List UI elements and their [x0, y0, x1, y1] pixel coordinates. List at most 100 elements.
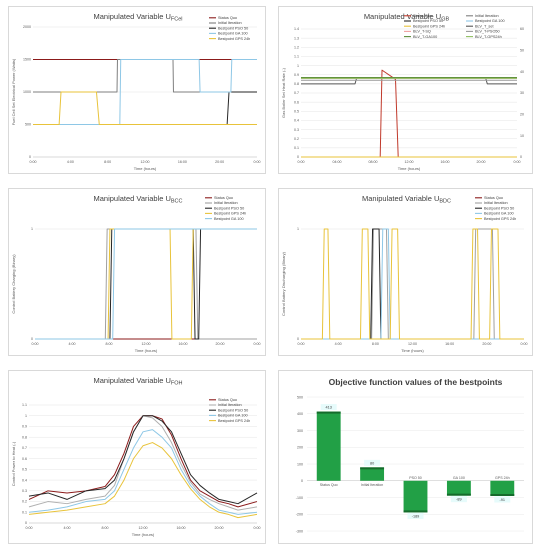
series-line	[35, 228, 257, 340]
x-tick-label: 8:00	[104, 160, 111, 164]
x-axis-label: Time (hours)	[398, 166, 421, 171]
y-tick-label: 0.6	[22, 457, 27, 461]
x-tick-label: 4:00	[69, 342, 76, 346]
x-tick-label: 8:00	[106, 342, 113, 346]
bar-edge	[490, 493, 515, 496]
x-tick-label: 08:00	[369, 160, 378, 164]
x-tick-label: Initial Iteration	[361, 483, 383, 487]
y-tick-label: 0	[297, 337, 299, 341]
y-tick-label: 1000	[23, 90, 31, 94]
legend-label: Initial Iteration	[214, 201, 238, 205]
x-tick-label: 12:00	[408, 342, 417, 346]
series-line	[35, 228, 257, 340]
legend-label: Initial Iteration	[484, 201, 508, 205]
y2-tick-label: 0	[520, 155, 522, 159]
data-label-bg	[364, 459, 381, 466]
y-tick-label: 1.4	[294, 27, 299, 31]
y-tick-label: 300	[297, 429, 303, 433]
x-tick-label: 20:00	[482, 342, 491, 346]
y-tick-label: 0	[29, 155, 31, 159]
y-tick-label: 0.9	[22, 425, 27, 429]
x-axis-label: Time (hours)	[134, 166, 157, 171]
legend-label: BLV_T-SQ	[413, 30, 431, 34]
legend-label: Bestpoint GPS 24h	[218, 419, 250, 423]
y-tick-label: 100	[297, 462, 303, 466]
x-tick-label: 8:00	[372, 342, 379, 346]
chart-title: Manipulated Variable UFOH	[93, 376, 182, 387]
x-tick-label: Status Quo	[320, 483, 338, 487]
legend-label: Initial Iteration	[218, 403, 242, 407]
legend-label: Bestpoint GA 100	[214, 217, 244, 221]
legend-label: BLV_T_set	[475, 24, 494, 28]
y-tick-label: 0.8	[22, 435, 27, 439]
y-tick-label: 1.1	[22, 403, 27, 407]
x-tick-label: 4:00	[335, 342, 342, 346]
x-tick-label: 12:00	[141, 160, 150, 164]
legend-label: Bestpoint GA 100	[475, 19, 505, 23]
chart-title: Manipulated Variable UFCel	[93, 12, 182, 23]
legend-label: BLV_T-GPS24h	[475, 35, 502, 39]
series-line	[28, 429, 258, 515]
y-tick-label: -200	[296, 513, 303, 517]
x-tick-label: 16:00	[445, 342, 454, 346]
y-tick-label: 0.8	[294, 82, 299, 86]
x-tick-label: 0:00	[254, 526, 261, 530]
data-label: -189	[412, 514, 420, 518]
y-tick-label: 500	[25, 123, 31, 127]
legend-label: Bestpoint GA 100	[484, 212, 514, 216]
x-tick-label: 0:00	[514, 160, 521, 164]
bar	[446, 480, 471, 496]
x-tick-label: 12:00	[405, 160, 414, 164]
y2-tick-label: 50	[520, 49, 524, 53]
chart-bdc: Manipulated Variable UBDC 0 1 0:00 4:00 8:00 1…	[281, 194, 528, 353]
x-tick-label: 0:00	[254, 160, 261, 164]
chart-foh: Manipulated Variable UFOH 0 0.1 0.2 0.3 0.4 0.…	[11, 376, 261, 537]
y-axis-label: Control Battery Charging (Binary)	[11, 254, 16, 314]
legend-label: Bestpoint PSO 50	[484, 206, 514, 210]
legend-label: Status Quo	[218, 16, 237, 20]
legend-label: Status Quo	[218, 398, 237, 402]
y2-tick-label: 10	[520, 134, 524, 138]
y-tick-label: 0	[25, 521, 27, 525]
chart-panel-objective: Objective function values of the bestpoi…	[278, 370, 533, 544]
x-tick-label: PSO 50	[409, 476, 422, 480]
x-tick-label: 0:00	[298, 160, 305, 164]
series-line	[28, 442, 258, 519]
x-tick-label: 16:00	[179, 342, 188, 346]
y-tick-label: 1	[31, 227, 33, 231]
y-tick-label: 2000	[23, 25, 31, 29]
series-line	[33, 59, 257, 125]
data-label: -89	[456, 498, 462, 502]
y-tick-label: -100	[296, 496, 303, 500]
y-tick-label: 0.5	[22, 468, 27, 472]
y-tick-label: 0.4	[294, 119, 299, 123]
y2-tick-label: 60	[520, 27, 524, 31]
legend-label: BLV_T-PSO50	[475, 30, 500, 34]
bar-edge	[403, 510, 428, 513]
y-tick-label: 1500	[23, 58, 31, 62]
y-tick-label: 0.6	[294, 100, 299, 104]
x-tick-label: 16:00	[441, 160, 450, 164]
y-tick-label: 0.1	[22, 510, 27, 514]
y-tick-label: 0	[301, 479, 303, 483]
data-label-bg	[450, 496, 467, 503]
y-tick-label: 0.7	[22, 446, 27, 450]
series-line	[301, 69, 517, 158]
y-tick-label: 0.3	[294, 128, 299, 132]
x-tick-label: 0:00	[32, 342, 39, 346]
y-tick-label: 0.7	[294, 91, 299, 95]
y-tick-label: 1.1	[294, 55, 299, 59]
y-tick-label: 0.4	[22, 478, 27, 482]
y2-tick-label: 40	[520, 70, 524, 74]
y-tick-label: 1	[297, 227, 299, 231]
chart-bcc: Manipulated Variable UBCC 0 1 0:00 4:00 8:00 1…	[11, 194, 261, 353]
bar	[403, 480, 428, 513]
y-tick-label: 0.3	[22, 489, 27, 493]
series-line	[33, 91, 257, 125]
y-tick-label: -300	[296, 529, 303, 533]
legend-label: Bestpoint GPS 24h	[214, 212, 246, 216]
x-tick-label: 20:00	[215, 160, 224, 164]
bar-edge	[360, 467, 385, 470]
y-tick-label: 1.3	[294, 36, 299, 40]
legend-label: Initial Iteration	[475, 14, 499, 18]
